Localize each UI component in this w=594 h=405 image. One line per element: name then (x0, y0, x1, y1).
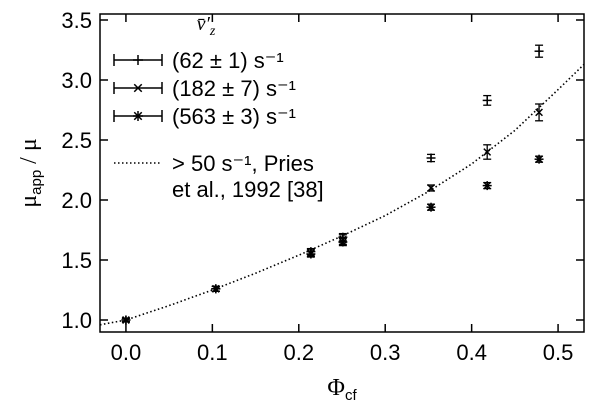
data-point (482, 94, 492, 106)
y-axis-label-suffix: / μ (16, 138, 42, 170)
x-axis-label: Φcf (327, 375, 357, 404)
data-point (534, 44, 544, 58)
plot-frame (99, 13, 585, 333)
y-tick: 3.5 (61, 8, 584, 33)
axis-ticks: 0.0 0.1 0.2 0.3 0.4 0.5 1.0 1.5 2.0 2.5 3.0 3.5 (61, 8, 584, 365)
data-point (482, 181, 492, 191)
x-tick: 0.1 (197, 14, 228, 365)
data-point (535, 103, 544, 122)
x-axis-label-sub: cf (345, 387, 358, 404)
x-tick-label: 0.0 (111, 340, 142, 365)
x-tick-label: 0.5 (543, 340, 574, 365)
x-tick: 0.5 (543, 14, 574, 365)
data-point (426, 153, 436, 163)
y-tick: 1.5 (61, 248, 584, 273)
data-point (427, 184, 436, 192)
series-3 (121, 154, 544, 325)
data-point (338, 237, 348, 247)
legend-item: (62 ± 1) s⁻¹ (113, 48, 284, 73)
y-tick-label: 1.5 (61, 248, 92, 273)
y-tick-label: 3.0 (61, 68, 92, 93)
data-point (426, 202, 436, 212)
y-tick: 2.5 (61, 128, 584, 153)
y-tick-label: 2.5 (61, 128, 92, 153)
y-tick: 3.0 (61, 68, 584, 93)
y-tick-label: 3.5 (61, 8, 92, 33)
data-point (121, 315, 131, 325)
legend-items: (62 ± 1) s⁻¹ (182 ± 7) s⁻¹ (563 ± 3) s⁻¹ > … (113, 48, 324, 202)
y-tick: 2.0 (61, 188, 584, 213)
x-tick: 0.4 (456, 14, 487, 365)
data-point (306, 249, 316, 259)
y-tick-label: 2.0 (61, 188, 92, 213)
data-point (211, 284, 221, 294)
legend-label-continued: et al., 1992 [38] (172, 177, 324, 202)
series-2 (121, 103, 544, 324)
x-tick: 0.0 (111, 14, 142, 365)
y-tick: 1.0 (61, 308, 584, 333)
x-tick-label: 0.1 (197, 340, 228, 365)
legend-title-sub: z (209, 24, 216, 39)
y-tick-label: 1.0 (61, 308, 92, 333)
legend: v̄′z (62 ± 1) s⁻¹ (182 ± 7) s⁻¹ (563 ± 3) … (113, 13, 324, 202)
x-tick-label: 0.3 (370, 340, 401, 365)
x-tick-label: 0.4 (456, 340, 487, 365)
data-point (534, 154, 544, 164)
legend-label: (182 ± 7) s⁻¹ (172, 76, 296, 101)
legend-label: > 50 s⁻¹, Pries (172, 151, 314, 176)
legend-label: (563 ± 3) s⁻¹ (172, 104, 296, 129)
x-tick: 0.3 (370, 14, 401, 365)
legend-label: (62 ± 1) s⁻¹ (172, 48, 284, 73)
y-axis-label-sub: app (28, 170, 45, 195)
legend-item: (182 ± 7) s⁻¹ (113, 76, 296, 101)
x-tick: 0.2 (283, 14, 314, 365)
y-axis-label: μapp / μ (16, 138, 45, 207)
data-marks-layer (121, 44, 544, 325)
legend-item: (563 ± 3) s⁻¹ (113, 104, 296, 129)
x-tick-label: 0.2 (283, 340, 314, 365)
data-point (483, 144, 492, 160)
legend-title: v̄′z (197, 13, 216, 39)
